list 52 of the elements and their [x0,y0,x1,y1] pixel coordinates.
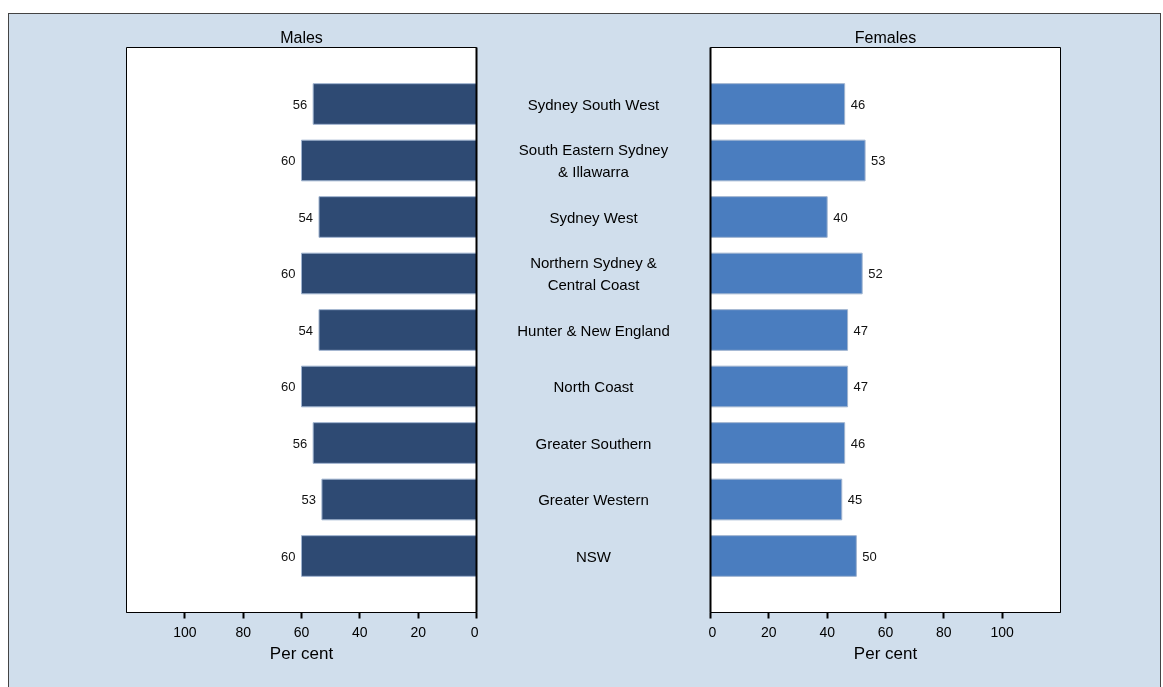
data-label: 50 [862,548,877,564]
x-tick-label: 0 [470,623,479,640]
data-label: 56 [292,435,308,451]
data-label: 47 [853,322,869,338]
data-label: 46 [850,96,866,112]
x-tick-label: 60 [293,623,310,640]
y-tick-label: NSW [576,547,612,565]
x-tick-label: 80 [235,623,252,640]
data-label: 45 [847,492,863,507]
data-label: 56 [292,96,308,112]
x-tick-label: 100 [990,623,1015,640]
data-label: 40 [833,209,848,225]
x-axis-title: Per cent [269,643,334,663]
y-tick-label: South Eastern Sydney & Illawarra [518,140,669,181]
x-tick-label: 40 [352,623,368,640]
bar [710,252,863,295]
x-tick-label: 80 [936,623,952,640]
y-tick-label: Sydney West [549,208,639,226]
data-label: 47 [853,379,869,394]
bar [710,422,846,464]
bar [710,535,857,577]
bar [710,196,828,238]
data-label: 60 [281,266,296,281]
bar [710,309,849,351]
x-tick-label: 100 [173,623,197,640]
x-tick-label: 20 [410,623,427,640]
x-axis-title: Per cent [853,643,918,663]
bar [710,139,866,182]
y-tick-label: Greater Southern [535,434,652,452]
bar [710,478,843,521]
y-tick-label: Northern Sydney & Central Coast [530,253,657,294]
data-label: 53 [871,153,886,168]
data-label: 54 [298,209,314,225]
bar [710,365,849,408]
y-tick-label: Greater Western [538,491,649,508]
chart-title: Males [280,28,323,46]
data-label: 60 [281,153,296,168]
x-tick-label: 20 [761,623,777,640]
data-label: 60 [281,379,296,394]
x-tick-label: 40 [819,623,836,640]
data-label: 53 [301,492,316,507]
data-label: 60 [281,548,296,564]
y-tick-label: Hunter & New England [517,321,670,339]
x-tick-label: 60 [877,623,894,640]
y-tick-label: Sydney South West [527,95,661,113]
chart-title: Females [854,28,917,46]
data-label: 52 [868,266,883,281]
bar [710,83,846,125]
data-label: 54 [298,322,314,338]
y-tick-label: North Coast [553,378,635,395]
x-tick-label: 0 [708,623,717,640]
data-label: 46 [850,435,866,451]
